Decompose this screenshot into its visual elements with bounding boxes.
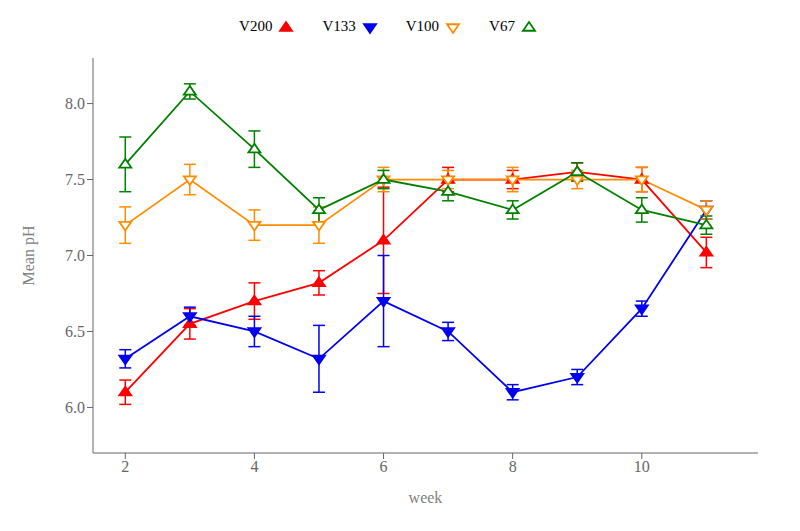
svg-text:6: 6 (380, 458, 388, 475)
html-text:V100: V100 (405, 18, 440, 34)
svg-text:Mean pH: Mean pH (20, 225, 38, 285)
svg-text:week: week (409, 489, 443, 506)
html-text:V200: V200 (239, 18, 273, 34)
svg-text:7.5: 7.5 (65, 171, 85, 188)
svg-text:4: 4 (250, 458, 258, 475)
svg-text:6.0: 6.0 (65, 399, 85, 416)
svg-text:8: 8 (509, 458, 517, 475)
html-text:V67: V67 (489, 18, 515, 34)
svg-text:10: 10 (634, 458, 650, 475)
svg-text:7.0: 7.0 (65, 247, 85, 264)
svg-text:2: 2 (121, 458, 129, 475)
svg-text:6.5: 6.5 (65, 323, 85, 340)
html-text:V133: V133 (322, 18, 356, 34)
svg-text:8.0: 8.0 (65, 95, 85, 112)
